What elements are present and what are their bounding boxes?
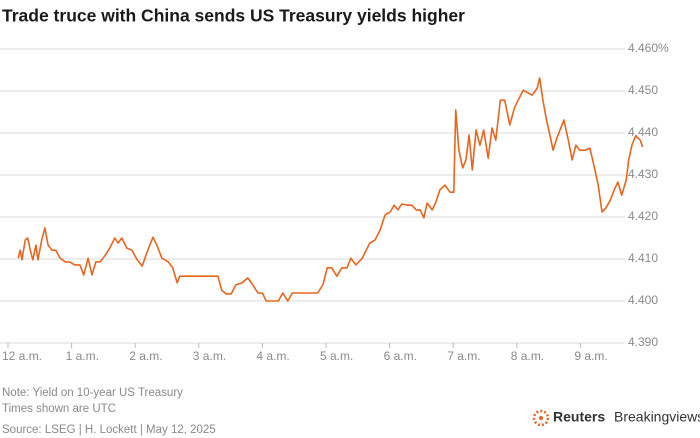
logo-text: Breakingviews bbox=[614, 409, 700, 425]
note: Note: Yield on 10-year US Treasury bbox=[2, 387, 183, 399]
x-tick-label: 3 a.m. bbox=[193, 349, 226, 363]
x-tick-label: 12 a.m. bbox=[2, 349, 42, 363]
y-tick-label: 4.450 bbox=[628, 83, 658, 97]
x-tick-label: 1 a.m. bbox=[66, 349, 99, 363]
chart-title: Trade truce with China sends US Treasury… bbox=[2, 6, 465, 26]
x-tick-label: 8 a.m. bbox=[511, 349, 544, 363]
line bbox=[17, 77, 644, 302]
y-tick-label: 4.410 bbox=[628, 251, 658, 265]
x-tick-label: 6 a.m. bbox=[384, 349, 417, 363]
x-tick-label: 2 a.m. bbox=[129, 349, 162, 363]
y-tick-label: 4.430 bbox=[628, 167, 658, 181]
logo-icon bbox=[532, 409, 550, 427]
y-tick-label: 4.400 bbox=[628, 293, 658, 307]
x-tick-label: 7 a.m. bbox=[447, 349, 480, 363]
y-tick-label: 4.420 bbox=[628, 209, 658, 223]
source: Source: LSEG | H. Lockett | May 12, 2025 bbox=[2, 424, 216, 436]
y-tick-label: 4.390 bbox=[628, 335, 658, 349]
y-tick-label: 4.460% bbox=[628, 41, 669, 55]
y-tick-label: 4.440 bbox=[628, 125, 658, 139]
x-tick-label: 4 a.m. bbox=[256, 349, 289, 363]
logo-text: Reuters bbox=[553, 409, 605, 425]
note: Times shown are UTC bbox=[2, 403, 116, 415]
x-tick-label: 9 a.m. bbox=[574, 349, 607, 363]
x-tick-label: 5 a.m. bbox=[320, 349, 353, 363]
